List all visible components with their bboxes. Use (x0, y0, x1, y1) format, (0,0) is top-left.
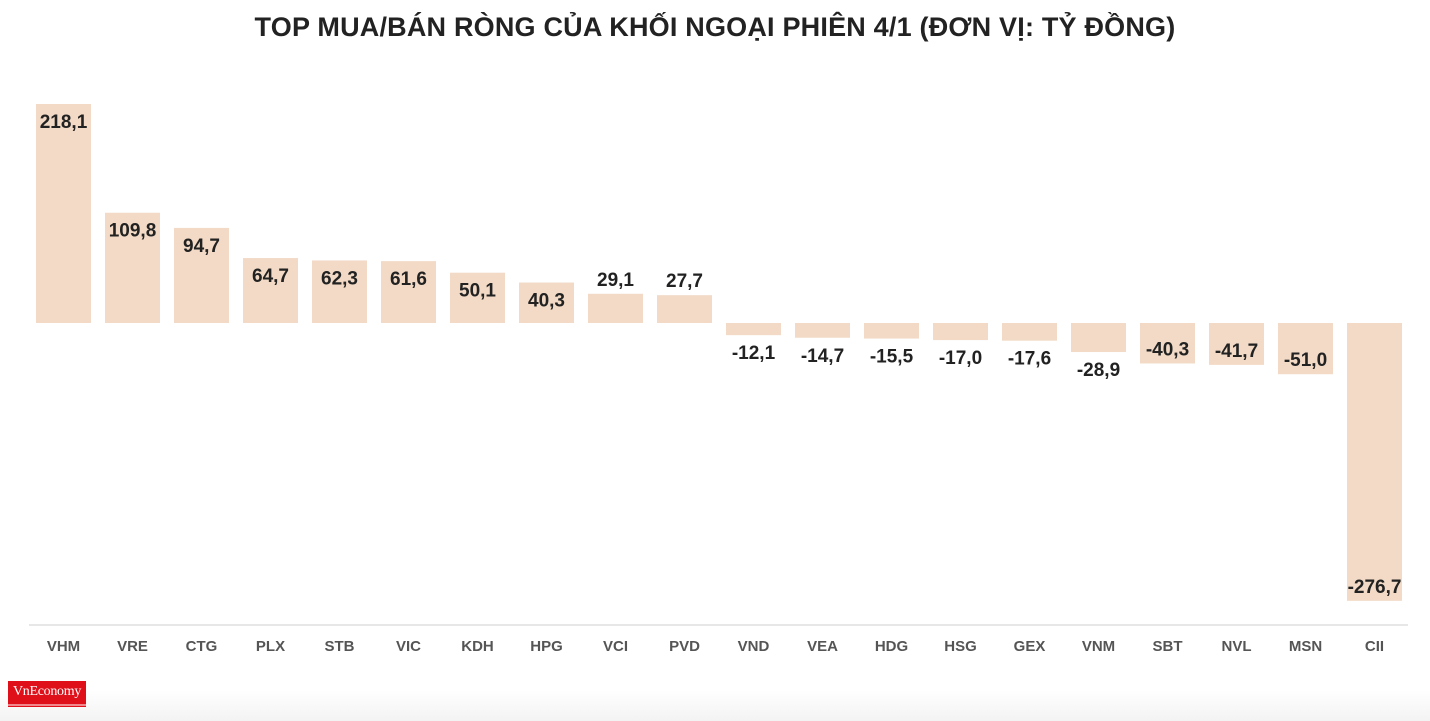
value-label-vhm: 218,1 (40, 112, 88, 133)
bar-vnd (726, 323, 781, 336)
chart-title: TOP MUA/BÁN RÒNG CỦA KHỐI NGOẠI PHIÊN 4/… (254, 12, 1176, 42)
value-label-ctg: 94,7 (183, 236, 220, 257)
category-label-gex: GEX (1014, 638, 1046, 655)
category-label-pvd: PVD (669, 638, 700, 655)
category-label-hdg: HDG (875, 638, 908, 655)
bar-gex (1002, 323, 1057, 341)
category-label-vhm: VHM (47, 638, 80, 655)
bar-vci (588, 293, 643, 323)
category-label-hpg: HPG (530, 638, 563, 655)
bar-chart: 218,1 VHM 109,8 VRE 94,7 CTG 64,7 PLX 62,3 STB 61,… (29, 104, 1408, 655)
value-label-plx: 64,7 (252, 266, 289, 287)
logo-underline (8, 704, 86, 706)
bar-sbt (1140, 323, 1195, 364)
category-label-cii: CII (1365, 638, 1384, 655)
footer-bar (0, 690, 1430, 721)
category-label-stb: STB (325, 638, 355, 655)
bar-vea (795, 323, 850, 338)
bar-vre (105, 212, 160, 323)
category-label-vre: VRE (117, 638, 148, 655)
value-label-vnd: -12,1 (732, 343, 776, 364)
bar-msn (1278, 323, 1333, 375)
value-label-sbt: -40,3 (1146, 339, 1189, 360)
value-label-cii: -276,7 (1348, 577, 1402, 598)
category-label-vic: VIC (396, 638, 421, 655)
category-label-sbt: SBT (1153, 638, 1183, 655)
value-label-pvd: 27,7 (666, 271, 703, 292)
bar-pvd (657, 295, 712, 323)
value-label-gex: -17,6 (1008, 349, 1051, 370)
value-label-vnm: -28,9 (1077, 360, 1120, 381)
value-label-vea: -14,7 (801, 346, 844, 367)
logo-text: VnEconomy (12, 684, 82, 699)
category-label-plx: PLX (256, 638, 285, 655)
category-label-ctg: CTG (186, 638, 218, 655)
bar-plx (243, 258, 298, 323)
value-label-vci: 29,1 (597, 270, 634, 291)
value-label-hdg: -15,5 (870, 347, 914, 368)
category-label-nvl: NVL (1222, 638, 1252, 655)
category-label-msn: MSN (1289, 638, 1322, 655)
value-label-msn: -51,0 (1284, 350, 1327, 371)
bar-vic (381, 261, 436, 323)
bar-nvl (1209, 323, 1264, 365)
value-label-stb: 62,3 (321, 268, 358, 289)
value-label-kdh: 50,1 (459, 281, 496, 302)
bar-hsg (933, 323, 988, 341)
category-label-vci: VCI (603, 638, 628, 655)
category-label-vnm: VNM (1082, 638, 1115, 655)
category-label-vea: VEA (807, 638, 838, 655)
vneconomy-logo: VnEconomy (8, 681, 86, 707)
value-label-hsg: -17,0 (939, 348, 982, 369)
bar-vnm (1071, 323, 1126, 353)
bar-ctg (174, 227, 229, 323)
bar-kdh (450, 272, 505, 323)
bar-hpg (519, 282, 574, 323)
bar-vhm (36, 104, 91, 323)
category-label-vnd: VND (738, 638, 770, 655)
bar-cii (1347, 323, 1402, 601)
value-label-nvl: -41,7 (1215, 341, 1258, 362)
bar-hdg (864, 323, 919, 339)
category-label-hsg: HSG (944, 638, 977, 655)
value-label-vre: 109,8 (109, 221, 157, 242)
category-label-kdh: KDH (461, 638, 494, 655)
bar-stb (312, 260, 367, 323)
value-label-vic: 61,6 (390, 269, 427, 290)
value-label-hpg: 40,3 (528, 291, 565, 312)
